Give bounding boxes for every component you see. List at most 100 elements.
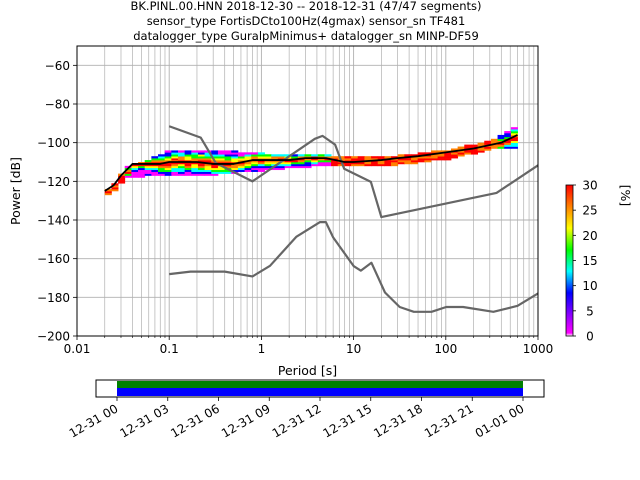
histogram-cell — [244, 162, 252, 165]
histogram-cell — [271, 167, 279, 171]
histogram-cell — [510, 144, 518, 147]
histogram-cell — [377, 162, 385, 165]
histogram-cell — [231, 154, 239, 157]
histogram-cell — [344, 156, 352, 159]
histogram-cell — [351, 163, 359, 167]
histogram-cell — [184, 156, 192, 159]
low-noise-model-line — [169, 221, 539, 313]
histogram-cell — [364, 162, 372, 165]
histogram-cell — [184, 165, 192, 169]
histogram-cell — [257, 162, 265, 165]
histogram-cell — [457, 146, 465, 149]
histogram-cell — [217, 156, 225, 159]
histogram-cell — [264, 167, 272, 171]
colorbar — [565, 184, 574, 337]
histogram-cell — [204, 152, 212, 155]
histogram-cell — [510, 136, 518, 140]
histogram-cell — [490, 138, 498, 142]
grid — [76, 46, 538, 337]
x-tick-label: 0.1 — [160, 342, 179, 356]
histogram-cell — [224, 163, 232, 167]
histogram-cell — [204, 173, 212, 176]
histogram-cell — [391, 163, 399, 167]
histogram-cell — [284, 154, 292, 157]
histogram-cell — [417, 158, 425, 161]
histogram-cell — [311, 160, 319, 163]
histogram-cell — [144, 165, 152, 169]
histogram-cell — [291, 160, 299, 163]
histogram-cell — [171, 156, 179, 159]
histogram-cell — [417, 152, 425, 155]
histogram-cell — [144, 169, 152, 172]
histogram-cell — [231, 167, 239, 171]
y-tick-label: −120 — [37, 175, 70, 189]
histogram-cell — [237, 158, 245, 161]
histogram-cell — [138, 173, 146, 176]
histogram-cell — [138, 171, 146, 174]
histogram-cell — [191, 162, 199, 165]
histogram-cell — [118, 175, 126, 178]
histogram-cell — [304, 163, 312, 167]
histogram-cell — [257, 160, 265, 163]
histogram-cell — [177, 154, 186, 157]
x-tick-label: 1000 — [523, 342, 554, 356]
histogram-cell — [411, 158, 419, 161]
coverage-tick-label: 12-31 18 — [371, 401, 425, 440]
histogram-cell — [351, 162, 359, 165]
histogram-cell — [204, 156, 212, 159]
histogram-cell — [164, 158, 172, 161]
histogram-cell — [284, 163, 292, 167]
histogram-cell — [497, 138, 505, 142]
colorbar-tick-label: 5 — [586, 304, 594, 318]
histogram-cell — [437, 154, 445, 157]
histogram-cell — [231, 163, 239, 167]
histogram-cell — [377, 156, 385, 159]
histogram-cell — [470, 150, 478, 153]
histogram-cell — [264, 154, 272, 157]
histogram-cell — [144, 167, 152, 171]
histogram-cell — [197, 154, 206, 157]
histogram-cell — [164, 171, 172, 174]
x-tick-label: 10 — [346, 342, 361, 356]
histogram-cell — [217, 171, 225, 174]
coverage-data-bar — [117, 388, 523, 396]
histogram-cell — [191, 163, 199, 167]
histogram-cell — [510, 127, 518, 130]
histogram-cell — [197, 158, 206, 161]
histogram-cell — [164, 154, 172, 157]
histogram-cell — [251, 165, 259, 169]
histogram-cell — [151, 158, 159, 161]
histogram-cell — [357, 158, 365, 161]
histogram-cell — [271, 160, 279, 163]
histogram-cell — [311, 163, 319, 167]
histogram-cell — [171, 152, 179, 155]
histogram-cell — [304, 162, 312, 165]
histogram-cell — [224, 158, 232, 161]
histogram-cell — [211, 165, 219, 169]
histogram-cell — [111, 185, 119, 188]
histogram-cell — [504, 142, 512, 145]
coverage-tick-label: 12-31 09 — [219, 401, 273, 440]
histogram-cell — [277, 162, 285, 165]
histogram-cell — [204, 160, 212, 163]
histogram-cell — [191, 150, 199, 153]
histogram-cell — [324, 156, 332, 159]
histogram-cell — [384, 156, 392, 159]
histogram-cell — [331, 162, 339, 165]
histogram-cell — [204, 169, 212, 172]
histogram-cell — [304, 165, 312, 169]
histogram-cell — [510, 129, 518, 132]
histogram-cell — [224, 169, 232, 172]
mode-line — [104, 134, 518, 192]
x-axis: 0.01 0.1 1 10 100 1000 — [64, 336, 554, 356]
histogram-cell — [104, 189, 112, 192]
histogram-cell — [470, 148, 478, 151]
histogram-cell — [164, 169, 172, 172]
histogram-cell — [164, 150, 172, 153]
histogram-cell — [357, 163, 365, 167]
histogram-cell — [171, 167, 179, 171]
histogram-cell — [291, 163, 299, 167]
plot-area — [77, 46, 538, 336]
histogram-cell — [291, 156, 299, 159]
